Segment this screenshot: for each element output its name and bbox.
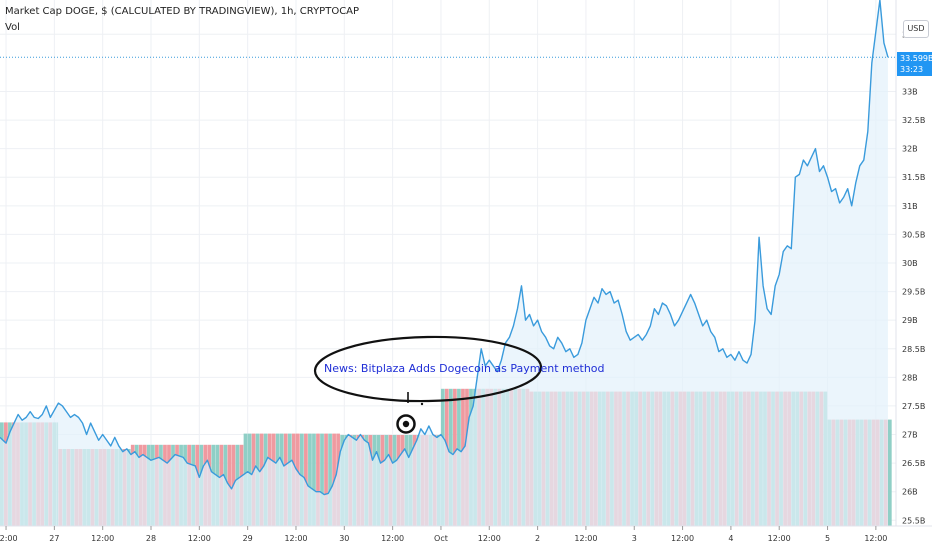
news-annotation[interactable] — [313, 335, 543, 434]
y-axis-background — [896, 0, 932, 550]
y-tick-label: 30B — [902, 259, 918, 268]
x-tick-label: 12:00 — [188, 534, 211, 543]
x-tick-label: 27 — [49, 534, 59, 543]
x-tick-label: 12:00 — [671, 534, 694, 543]
volume-indicator-label[interactable]: Vol — [5, 22, 20, 33]
x-tick-label: 12:00 — [574, 534, 597, 543]
y-tick-label: 31B — [902, 202, 918, 211]
currency-button[interactable]: USD — [903, 20, 929, 38]
volume-bar — [887, 419, 892, 526]
current-price-badge: 33.599B 33:23 — [897, 52, 932, 76]
bar-countdown: 33:23 — [900, 65, 924, 74]
x-tick-label: Oct — [434, 534, 448, 543]
volume-bar — [308, 433, 312, 526]
chart-title: Market Cap DOGE, $ (CALCULATED BY TRADIN… — [5, 6, 360, 17]
event-marker-center — [402, 420, 410, 428]
x-tick-label: 12:00 — [478, 534, 501, 543]
volume-bar — [328, 433, 332, 526]
x-axis: 12:00 27 12:00 28 12:00 29 12:00 30 12:00 Oct 12:0… — [0, 525, 932, 550]
y-tick-label: 29.5B — [902, 288, 925, 297]
volume-bar — [316, 433, 320, 526]
y-tick-label: 26B — [902, 488, 918, 497]
x-tick-label: 12:00 — [91, 534, 114, 543]
x-tick-label: 12:00 — [284, 534, 307, 543]
y-tick-label: 31.5B — [902, 173, 925, 182]
current-price-value: 33.599B — [900, 54, 932, 63]
y-tick-label: 25.5B — [902, 516, 925, 525]
x-tick-label: 29 — [243, 534, 253, 543]
x-tick-label: 12:00 — [768, 534, 791, 543]
y-tick-label: 32.5B — [902, 116, 925, 125]
volume-bar — [320, 433, 324, 526]
x-tick-label: 5 — [825, 534, 830, 543]
y-tick-label: 30.5B — [902, 230, 925, 239]
y-tick-label: 28B — [902, 373, 918, 382]
y-axis: 25.5B 26B 26.5B 27B 27.5B 28B 28.5B 29B 29.5B 30B… — [895, 0, 932, 550]
annotation-dot — [420, 402, 424, 406]
x-tick-label: 12:00 — [0, 534, 18, 543]
volume-bar — [312, 433, 316, 526]
y-tick-label: 27.5B — [902, 402, 925, 411]
price-series-line — [0, 0, 889, 496]
y-tick-label: 33B — [902, 87, 918, 96]
x-tick-label: 4 — [728, 534, 733, 543]
price-area-fill — [0, 0, 888, 526]
x-tick-label: 30 — [339, 534, 349, 543]
x-tick-label: 12:00 — [381, 534, 404, 543]
y-tick-label: 29B — [902, 316, 918, 325]
y-tick-label: 28.5B — [902, 345, 925, 354]
price-area — [0, 0, 888, 526]
y-tick-label: 27B — [902, 431, 918, 440]
x-tick-label: 3 — [632, 534, 637, 543]
x-tick-label: 2 — [535, 534, 540, 543]
price-line — [0, 0, 889, 496]
x-tick-label: 28 — [146, 534, 156, 543]
x-tick-label: 12:00 — [864, 534, 887, 543]
annotation-ellipse — [313, 335, 543, 403]
volume-bar — [324, 433, 328, 526]
x-axis-background — [0, 526, 932, 550]
y-tick-label: 26.5B — [902, 459, 925, 468]
news-annotation-text: News: Bitplaza Adds Dogecoin as Payment … — [324, 362, 605, 375]
y-tick-label: 32B — [902, 145, 918, 154]
